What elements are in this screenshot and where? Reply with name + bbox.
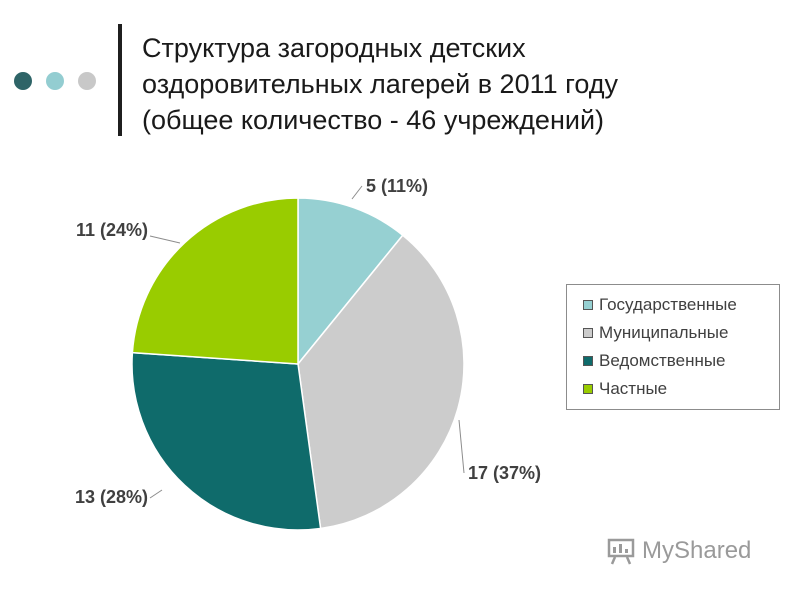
- pie-slice-2: [297, 234, 465, 530]
- legend-label: Частные: [599, 379, 668, 398]
- leader-line: [458, 419, 465, 474]
- leader-line: [351, 185, 363, 200]
- decor-dots: [14, 72, 96, 90]
- chart-legend: Государственные Муниципальные Ведомствен…: [566, 284, 780, 410]
- legend-item: Ведомственные: [583, 347, 779, 375]
- data-label-2: 17 (37%): [468, 463, 541, 483]
- title-line-1: Структура загородных детских: [142, 33, 526, 63]
- legend-swatch: [583, 328, 593, 338]
- watermark: MyShared: [606, 536, 751, 566]
- watermark-text: MyShared: [642, 537, 752, 564]
- legend-swatch: [583, 300, 593, 310]
- legend-label: Ведомственные: [599, 351, 726, 370]
- leader-line: [149, 489, 163, 499]
- data-label-1: 5 (11%): [366, 176, 428, 196]
- decor-dot-1: [14, 72, 32, 90]
- decor-dot-3: [78, 72, 96, 90]
- legend-item: Государственные: [583, 291, 779, 319]
- legend-swatch: [583, 356, 593, 366]
- legend-item: Муниципальные: [583, 319, 779, 347]
- title-line-2: оздоровительных лагерей в 2011 году: [142, 69, 619, 99]
- title-line-3: (общее количество - 46 учреждений): [142, 105, 605, 135]
- title-divider: [118, 24, 122, 136]
- data-label-4: 11 (24%): [76, 220, 148, 240]
- decor-dot-2: [46, 72, 64, 90]
- legend-label: Муниципальные: [599, 323, 729, 342]
- legend-item: Частные: [583, 375, 779, 403]
- slide-title: Структура загородных детских оздоровител…: [142, 30, 762, 138]
- legend-swatch: [583, 384, 593, 394]
- presentation-board-icon: [607, 538, 635, 565]
- pie-slice-3: [131, 351, 322, 531]
- legend-label: Государственные: [599, 295, 737, 314]
- pie-slice-4: [131, 197, 299, 365]
- leader-line: [149, 235, 181, 244]
- pie-slice-1: [297, 197, 404, 367]
- data-label-3: 13 (28%): [75, 487, 148, 507]
